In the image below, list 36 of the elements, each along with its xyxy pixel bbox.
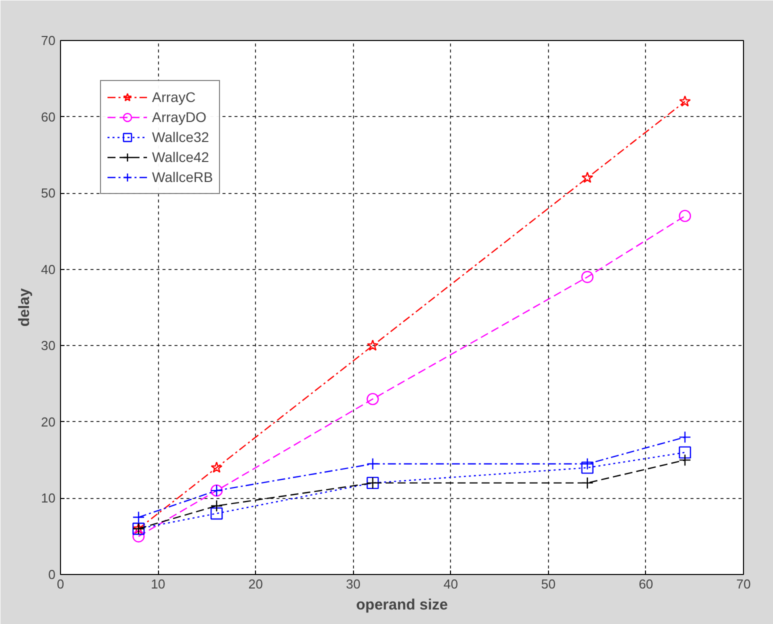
x-tick-label: 50 [541, 576, 556, 592]
point [678, 210, 692, 222]
x-axis-title: operand size [356, 596, 448, 614]
point [132, 530, 145, 542]
point [678, 454, 692, 466]
point [366, 340, 379, 351]
point [210, 462, 222, 473]
y-axis-title: delay [16, 288, 34, 327]
x-tick-label: 30 [346, 576, 360, 592]
legend-label: ArrayDO [152, 109, 206, 125]
y-tick-label: 60 [41, 109, 56, 124]
x-tick-label: 20 [248, 576, 263, 592]
x-tick-label: 70 [736, 576, 751, 592]
y-tick-label: 0 [48, 567, 56, 582]
legend-label: ArrayC [152, 89, 196, 105]
point [679, 95, 691, 107]
y-tick-label: 20 [41, 414, 56, 430]
legend-label: Wallce32 [152, 129, 210, 145]
y-tick-label: 70 [41, 33, 56, 48]
point [366, 392, 379, 406]
y-tick-label: 10 [41, 490, 56, 506]
point [678, 446, 692, 459]
point [581, 476, 594, 490]
y-tick-label: 30 [41, 338, 56, 354]
y-tick-label: 50 [41, 186, 56, 201]
x-tick-label: 10 [150, 576, 166, 592]
legend-label: WallceRB [152, 169, 213, 185]
x-tick-label: 40 [444, 576, 458, 592]
point [581, 270, 594, 284]
point [582, 172, 594, 183]
point [210, 507, 223, 520]
point [210, 500, 223, 512]
legend-label: Wallce42 [152, 149, 210, 165]
point [581, 462, 594, 474]
y-tick-label: 40 [41, 262, 56, 277]
x-tick-label: 60 [638, 576, 654, 592]
